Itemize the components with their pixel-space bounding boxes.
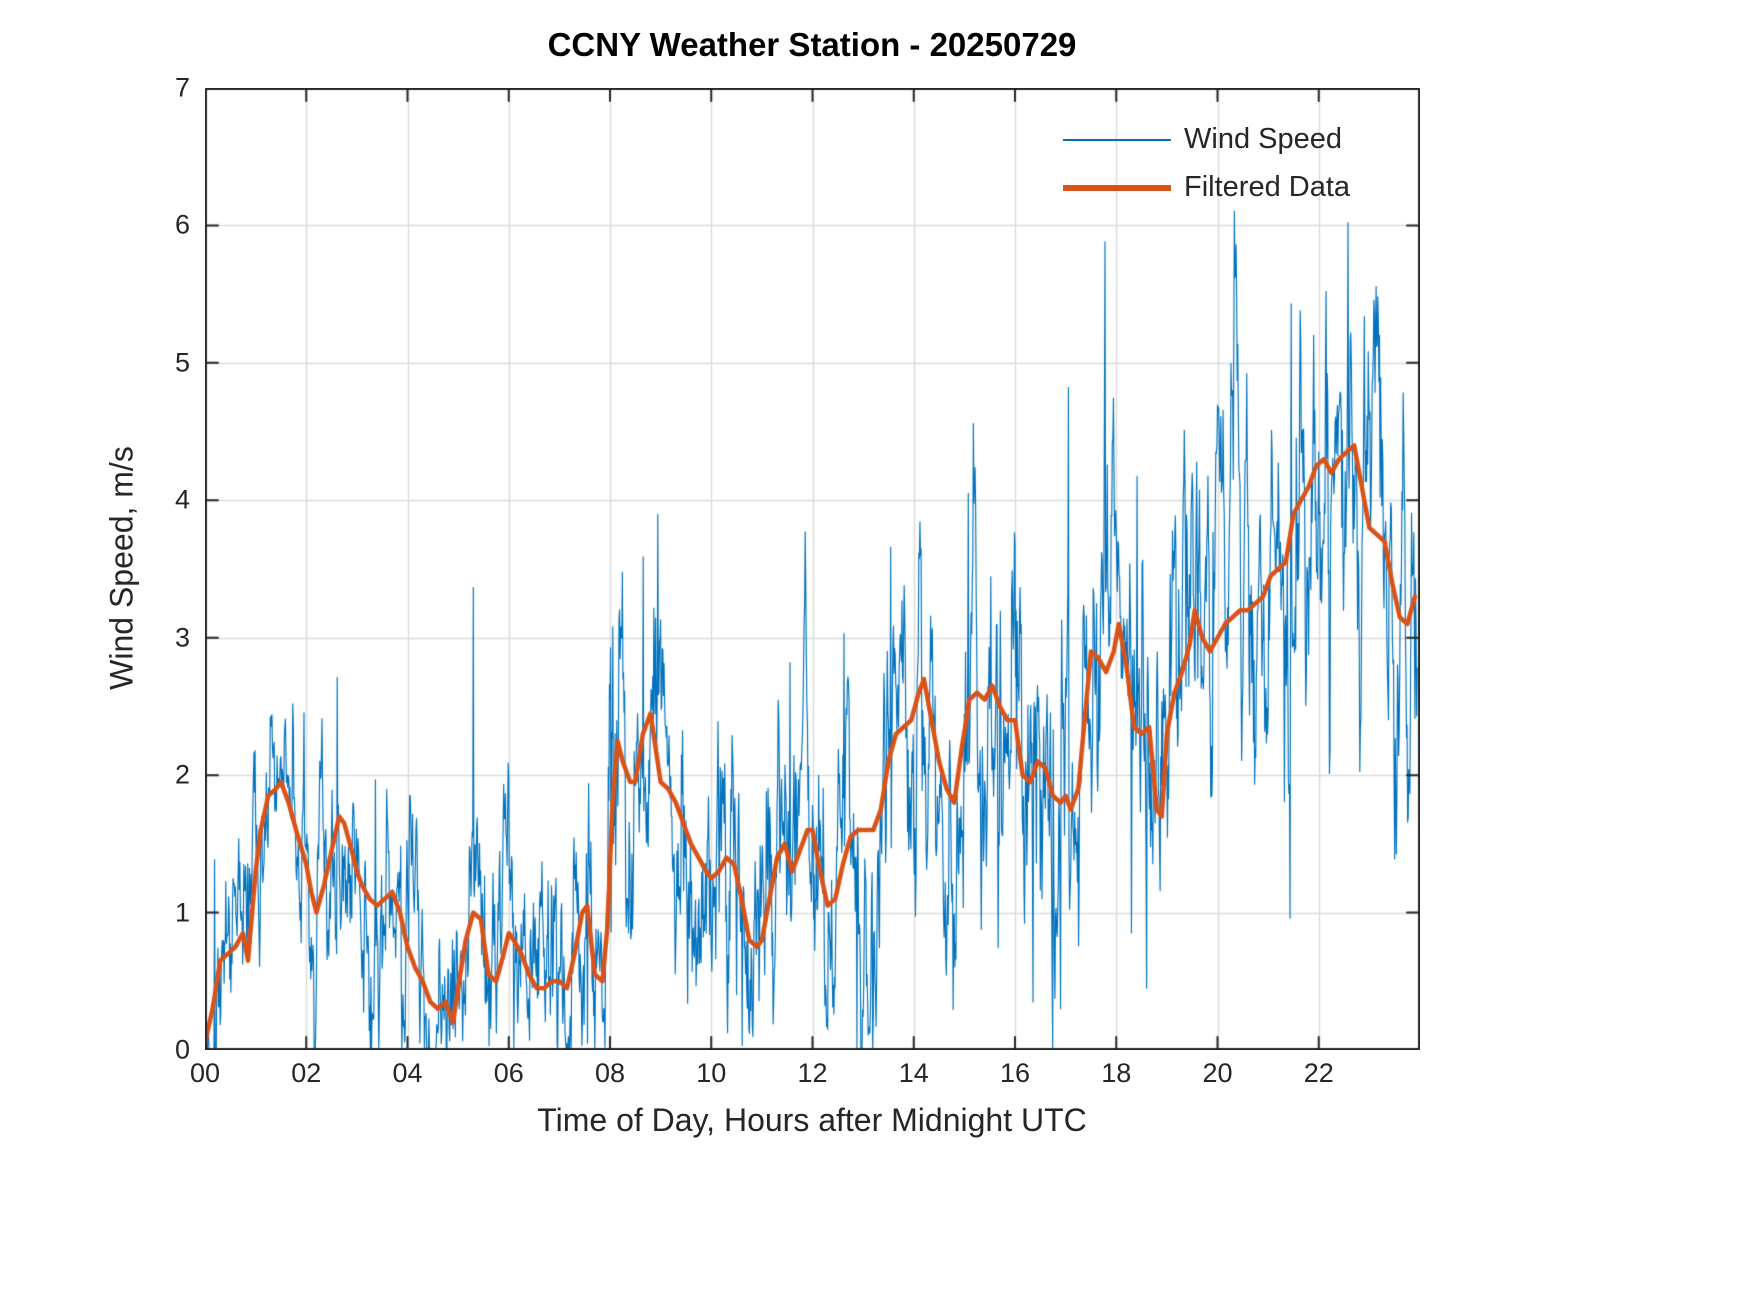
y-tick-label: 5 xyxy=(174,347,190,378)
y-tick-label: 3 xyxy=(174,622,190,653)
legend: Wind Speed Filtered Data xyxy=(1063,120,1350,207)
legend-label: Filtered Data xyxy=(1184,171,1351,203)
legend-entry: Filtered Data xyxy=(1063,168,1350,207)
chart-title: CCNY Weather Station - 20250729 xyxy=(547,26,1077,63)
y-tick-label: 0 xyxy=(174,1034,190,1065)
x-tick-label: 10 xyxy=(696,1058,727,1088)
y-tick-label: 1 xyxy=(174,897,190,928)
legend-label: Wind Speed xyxy=(1184,123,1342,155)
y-tick-label: 4 xyxy=(174,484,190,515)
legend-line-sample xyxy=(1063,184,1171,191)
x-tick-label: 22 xyxy=(1303,1058,1334,1088)
y-tick-label: 7 xyxy=(174,72,190,103)
x-tick-label: 00 xyxy=(189,1058,221,1088)
x-tick-label: 02 xyxy=(291,1058,322,1088)
x-tick-label: 08 xyxy=(594,1058,626,1088)
x-tick-label: 06 xyxy=(493,1058,524,1088)
x-tick-label: 20 xyxy=(1202,1058,1233,1088)
x-tick-label: 12 xyxy=(797,1058,828,1088)
y-tick-label: 6 xyxy=(174,209,190,240)
y-tick-label: 2 xyxy=(174,759,190,790)
x-tick-label: 18 xyxy=(1101,1058,1132,1088)
x-axis-label: Time of Day, Hours after Midnight UTC xyxy=(537,1102,1087,1138)
chart-canvas xyxy=(205,88,1420,1050)
legend-line-sample xyxy=(1063,138,1171,141)
x-tick-label: 14 xyxy=(898,1058,929,1088)
y-axis-label: Wind Speed, m/s xyxy=(103,446,140,690)
x-tick-label: 16 xyxy=(999,1058,1031,1088)
legend-entry: Wind Speed xyxy=(1063,120,1350,159)
x-tick-label: 04 xyxy=(392,1058,423,1088)
